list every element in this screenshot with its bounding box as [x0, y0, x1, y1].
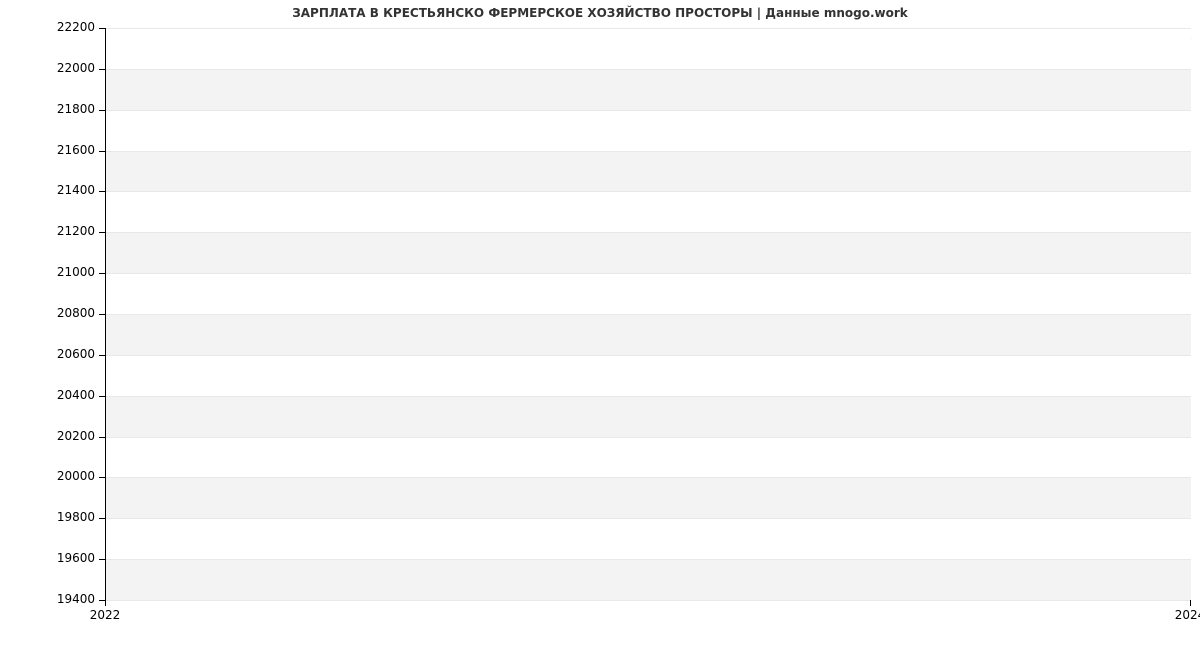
x-tick-label: 2022	[75, 608, 135, 622]
y-tick	[99, 191, 105, 192]
y-gridline	[106, 151, 1191, 152]
y-tick-label: 21000	[40, 265, 95, 279]
y-tick-label: 19800	[40, 510, 95, 524]
y-tick	[99, 69, 105, 70]
grid-band	[106, 355, 1191, 396]
y-tick	[99, 396, 105, 397]
y-tick-label: 21600	[40, 143, 95, 157]
y-tick-label: 21800	[40, 102, 95, 116]
x-tick-label: 2024	[1160, 608, 1200, 622]
grid-band	[106, 69, 1191, 110]
y-gridline	[106, 437, 1191, 438]
y-tick	[99, 437, 105, 438]
y-gridline	[106, 232, 1191, 233]
y-gridline	[106, 110, 1191, 111]
y-tick	[99, 273, 105, 274]
y-tick-label: 19600	[40, 551, 95, 565]
y-gridline	[106, 600, 1191, 601]
grid-band	[106, 518, 1191, 559]
grid-band	[106, 191, 1191, 232]
y-gridline	[106, 28, 1191, 29]
y-tick-label: 22200	[40, 20, 95, 34]
grid-band	[106, 110, 1191, 151]
y-tick-label: 20200	[40, 429, 95, 443]
grid-band	[106, 314, 1191, 355]
y-tick	[99, 232, 105, 233]
y-tick	[99, 314, 105, 315]
grid-band	[106, 232, 1191, 273]
grid-band	[106, 559, 1191, 600]
y-gridline	[106, 355, 1191, 356]
grid-band	[106, 151, 1191, 192]
y-tick-label: 21200	[40, 224, 95, 238]
y-tick	[99, 355, 105, 356]
y-tick-label: 20800	[40, 306, 95, 320]
y-tick-label: 20400	[40, 388, 95, 402]
plot-area	[105, 28, 1191, 601]
y-tick-label: 22000	[40, 61, 95, 75]
y-gridline	[106, 314, 1191, 315]
x-tick	[1190, 600, 1191, 606]
chart-title: ЗАРПЛАТА В КРЕСТЬЯНСКО ФЕРМЕРСКОЕ ХОЗЯЙС…	[0, 6, 1200, 20]
y-tick	[99, 110, 105, 111]
y-tick-label: 19400	[40, 592, 95, 606]
y-tick	[99, 518, 105, 519]
y-gridline	[106, 69, 1191, 70]
grid-band	[106, 396, 1191, 437]
y-tick	[99, 477, 105, 478]
y-gridline	[106, 191, 1191, 192]
y-gridline	[106, 518, 1191, 519]
y-tick	[99, 559, 105, 560]
x-tick	[105, 600, 106, 606]
y-tick-label: 20000	[40, 469, 95, 483]
grid-band	[106, 28, 1191, 69]
y-tick	[99, 151, 105, 152]
y-gridline	[106, 396, 1191, 397]
y-gridline	[106, 559, 1191, 560]
y-tick-label: 21400	[40, 183, 95, 197]
grid-band	[106, 437, 1191, 478]
y-gridline	[106, 273, 1191, 274]
y-gridline	[106, 477, 1191, 478]
grid-band	[106, 477, 1191, 518]
y-tick	[99, 28, 105, 29]
y-tick-label: 20600	[40, 347, 95, 361]
grid-band	[106, 273, 1191, 314]
